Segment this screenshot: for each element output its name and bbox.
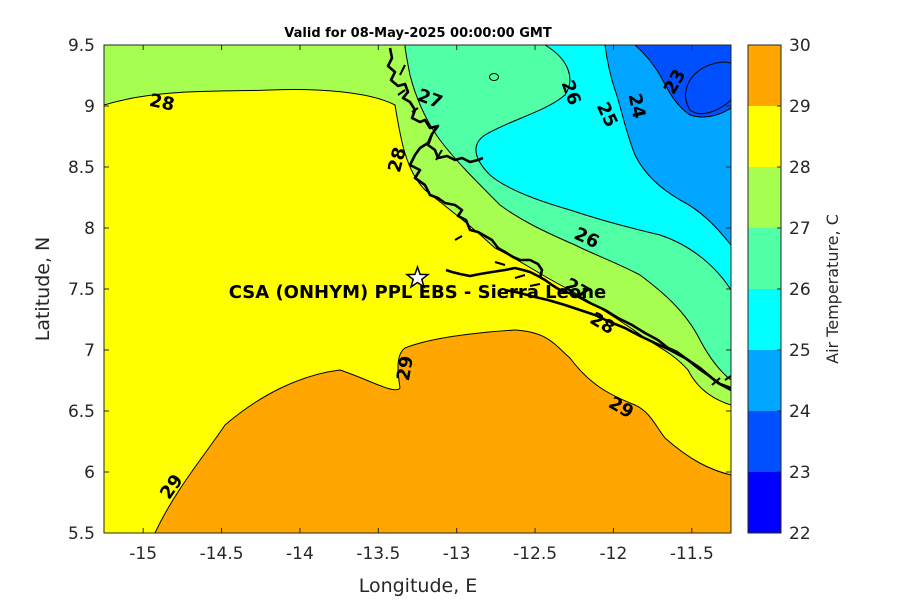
- y-tick-label: 9.5: [68, 36, 95, 56]
- colorbar-label: Air Temperature, C: [823, 214, 842, 364]
- colorbar-swatch: [748, 350, 781, 411]
- colorbar-tick-label: 27: [789, 219, 811, 239]
- colorbar-swatch: [748, 411, 781, 472]
- band-22-23: [685, 61, 731, 115]
- coastline: [386, 47, 484, 164]
- y-tick-label: 9: [84, 97, 95, 117]
- coastline-4: [504, 288, 731, 390]
- colorbar-tick-label: 23: [789, 463, 811, 483]
- y-tick-label: 8: [84, 219, 95, 239]
- colorbar-swatch: [748, 289, 781, 350]
- x-tick-label: -13: [443, 544, 471, 564]
- x-tick-label: -12.5: [513, 544, 557, 564]
- x-tick-label: -14.5: [200, 544, 244, 564]
- contour-label: 29: [393, 354, 418, 382]
- x-axis-label: Longitude, E: [359, 575, 478, 597]
- y-axis-label: Latitude, N: [32, 237, 54, 342]
- x-tick-label: -14: [286, 544, 314, 564]
- y-tick-label: 6: [84, 463, 95, 483]
- colorbar-tick-label: 28: [789, 158, 811, 178]
- colorbar-swatch: [748, 228, 781, 289]
- x-tick-label: -15: [129, 544, 157, 564]
- colorbar-swatch: [748, 45, 781, 106]
- colorbar: 22 23 24 25 26 27 28 29 30: [747, 36, 811, 544]
- contour-label: 24: [624, 92, 650, 121]
- y-tick-label: 5.5: [68, 524, 95, 544]
- contour-label-text: 29: [393, 354, 418, 382]
- colorbar-swatch: [748, 472, 781, 533]
- x-tick-label: -11.5: [670, 544, 714, 564]
- y-tick-label: 8.5: [68, 158, 95, 178]
- y-tick-label: 6.5: [68, 402, 95, 422]
- colorbar-tick-label: 29: [789, 97, 811, 117]
- x-axis: -15 -14.5 -14 -13.5 -13 -12.5 -12 -11.5: [129, 45, 714, 564]
- colorbar-tick-label: 26: [789, 280, 811, 300]
- contour-label: 28: [147, 90, 176, 116]
- y-tick-label: 7.5: [68, 280, 95, 300]
- chart-title: Valid for 08-May-2025 00:00:00 GMT: [284, 26, 552, 41]
- y-axis: 5.5 6 6.5 7 7.5 8 8.5 9 9.5: [68, 36, 731, 544]
- contour-label-text: 24: [624, 92, 650, 121]
- station-label: CSA (ONHYM) PPL EBS - Sierra Leone: [229, 282, 606, 303]
- y-tick-label: 7: [84, 341, 95, 361]
- coastline-2: [408, 133, 544, 279]
- contour-label-text: 28: [147, 90, 176, 116]
- small-contour: [489, 73, 499, 81]
- coastline-5: [397, 64, 731, 386]
- station-star-icon: [404, 264, 431, 289]
- colorbar-tick-label: 24: [789, 402, 811, 422]
- station-marker-group: CSA (ONHYM) PPL EBS - Sierra Leone: [229, 264, 606, 303]
- colorbar-tick-label: 22: [789, 524, 811, 544]
- colorbar-tick-label: 30: [789, 36, 811, 56]
- map-area: [104, 45, 731, 533]
- x-tick-label: -13.5: [356, 544, 400, 564]
- colorbar-swatch: [748, 167, 781, 228]
- colorbar-swatch: [748, 106, 781, 167]
- colorbar-tick-label: 25: [789, 341, 811, 361]
- x-tick-label: -12: [600, 544, 628, 564]
